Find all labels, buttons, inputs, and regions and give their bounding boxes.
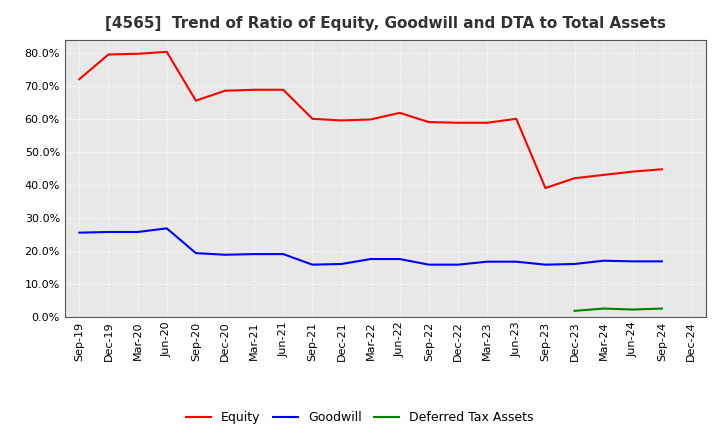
Goodwill	[512, 259, 521, 264]
Goodwill	[395, 257, 404, 262]
Equity	[599, 172, 608, 177]
Title: [4565]  Trend of Ratio of Equity, Goodwill and DTA to Total Assets: [4565] Trend of Ratio of Equity, Goodwil…	[104, 16, 666, 32]
Goodwill	[425, 262, 433, 267]
Equity	[279, 87, 287, 92]
Goodwill	[454, 262, 462, 267]
Equity	[629, 169, 637, 174]
Goodwill	[163, 226, 171, 231]
Goodwill	[279, 251, 287, 257]
Goodwill	[657, 259, 666, 264]
Equity	[250, 87, 258, 92]
Equity	[483, 120, 492, 125]
Equity	[541, 186, 550, 191]
Equity	[570, 176, 579, 181]
Goodwill	[220, 252, 229, 257]
Equity	[104, 52, 113, 57]
Line: Equity: Equity	[79, 52, 662, 188]
Equity	[75, 77, 84, 82]
Equity	[512, 116, 521, 121]
Line: Deferred Tax Assets: Deferred Tax Assets	[575, 308, 662, 311]
Goodwill	[104, 229, 113, 235]
Goodwill	[483, 259, 492, 264]
Goodwill	[337, 261, 346, 267]
Goodwill	[570, 261, 579, 267]
Equity	[337, 118, 346, 123]
Goodwill	[629, 259, 637, 264]
Equity	[133, 51, 142, 56]
Goodwill	[75, 230, 84, 235]
Goodwill	[366, 257, 375, 262]
Equity	[163, 49, 171, 55]
Equity	[366, 117, 375, 122]
Legend: Equity, Goodwill, Deferred Tax Assets: Equity, Goodwill, Deferred Tax Assets	[181, 407, 539, 429]
Equity	[425, 119, 433, 125]
Deferred Tax Assets	[570, 308, 579, 313]
Equity	[308, 116, 317, 121]
Goodwill	[308, 262, 317, 267]
Goodwill	[541, 262, 550, 267]
Goodwill	[250, 251, 258, 257]
Goodwill	[133, 229, 142, 235]
Equity	[395, 110, 404, 115]
Equity	[220, 88, 229, 93]
Equity	[192, 98, 200, 103]
Line: Goodwill: Goodwill	[79, 228, 662, 264]
Deferred Tax Assets	[599, 306, 608, 311]
Goodwill	[599, 258, 608, 263]
Deferred Tax Assets	[657, 306, 666, 311]
Goodwill	[192, 250, 200, 256]
Equity	[454, 120, 462, 125]
Equity	[657, 167, 666, 172]
Deferred Tax Assets	[629, 307, 637, 312]
